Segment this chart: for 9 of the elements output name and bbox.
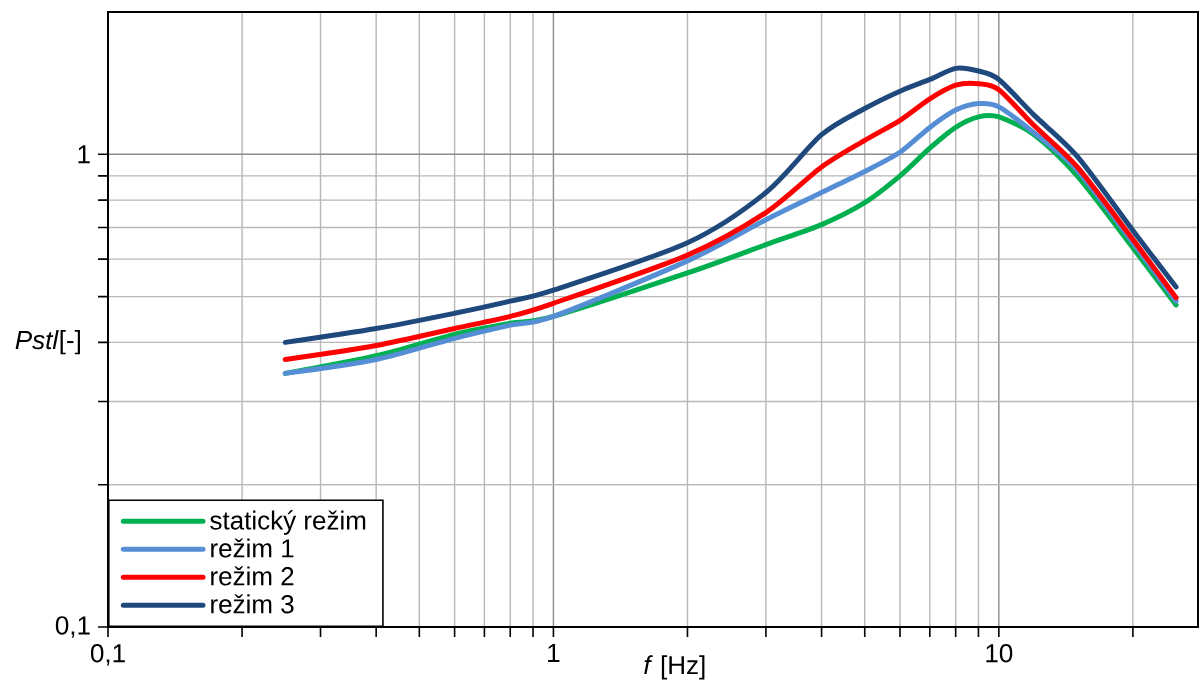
legend-label: režim 1 bbox=[211, 538, 294, 558]
x-axis-title: f [Hz] bbox=[644, 655, 705, 680]
x-tick-label: 10 bbox=[986, 644, 1013, 663]
x-tick-label: 0,1 bbox=[90, 644, 125, 666]
x-tick-label: 1 bbox=[548, 644, 560, 662]
legend-label: režim 2 bbox=[211, 566, 294, 586]
y-axis-title: Pstl[-] bbox=[15, 330, 80, 355]
legend-label: statický režim bbox=[210, 510, 366, 535]
legend-label: režim 3 bbox=[211, 594, 294, 614]
